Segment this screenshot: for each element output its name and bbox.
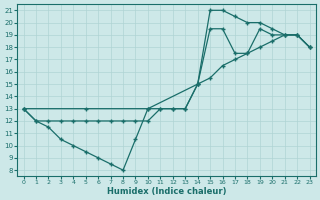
X-axis label: Humidex (Indice chaleur): Humidex (Indice chaleur) <box>107 187 226 196</box>
